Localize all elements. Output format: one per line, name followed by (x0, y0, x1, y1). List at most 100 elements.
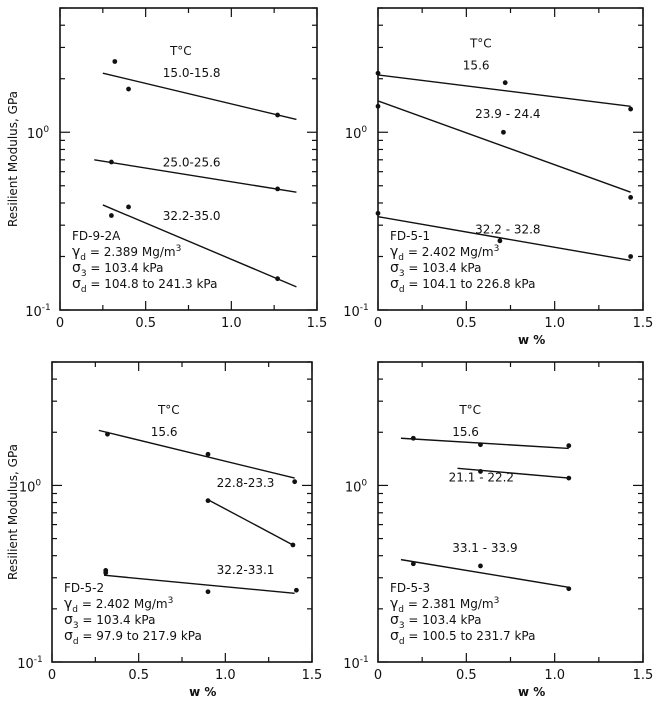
data-point (112, 59, 118, 64)
data-point (497, 238, 503, 244)
fit-line (400, 558, 569, 588)
x-tick-label: 1.0 (544, 316, 565, 331)
data-point (294, 587, 299, 593)
data-point (103, 570, 109, 576)
y-axis-label: Resilient Modulus, GPa (6, 91, 20, 227)
condition-line: σ3 = 103.4 kPa (390, 612, 481, 631)
fit-line (98, 429, 295, 479)
condition-line: σ3 = 103.4 kPa (390, 260, 481, 279)
legend-title: T°C (169, 44, 192, 58)
data-point (478, 442, 483, 448)
data-point (105, 431, 110, 437)
data-point (628, 194, 634, 200)
data-point (275, 186, 280, 192)
x-axis-label: w % (518, 333, 545, 347)
fit-line (457, 467, 569, 479)
x-tick-label: 0.5 (135, 316, 156, 331)
series-label: 33.1 - 33.9 (452, 541, 517, 555)
data-point (205, 498, 211, 504)
data-point (375, 210, 381, 216)
data-point (375, 70, 381, 76)
series-label: 21.1 - 22.2 (449, 471, 514, 485)
condition-line: σd = 97.9 to 217.9 kPa (64, 628, 202, 647)
data-point (290, 542, 296, 548)
x-tick-label: 1.0 (221, 316, 242, 331)
data-point (478, 563, 483, 569)
x-tick-label: 1.5 (633, 668, 653, 683)
legend-title: T°C (157, 403, 180, 417)
x-tick-label: 1.0 (544, 668, 565, 683)
fit-line (377, 100, 631, 193)
data-point (502, 80, 508, 86)
y-axis-label: Resilient Modulus, GPa (6, 444, 20, 580)
y-tick-label: 100 (345, 478, 368, 495)
specimen-label: FD-5-2 (64, 581, 104, 595)
series-label: 15.6 (463, 59, 490, 73)
data-point (275, 112, 280, 118)
data-point (205, 589, 211, 595)
series-label: 15.6 (151, 425, 178, 439)
specimen-label: FD-9-2A (72, 229, 121, 243)
panel-3: 0 0.5 1.0 1.5 100 10-1 w % Resilient Modulus, G… (6, 361, 323, 699)
fit-line (102, 204, 297, 288)
data-point (410, 435, 416, 441)
condition-line: σ3 = 103.4 kPa (72, 260, 163, 279)
x-tick-label: 0 (56, 316, 64, 331)
data-point (628, 254, 634, 259)
specimen-label: FD-5-1 (390, 229, 430, 243)
panel-4: 0 0.5 1.0 1.5 100 10-1 w % T°C 15.6 21.1 - 22.2 33… (343, 361, 653, 699)
data-point (126, 86, 131, 92)
condition-line: γd = 2.402 Mg/m3 (64, 596, 173, 615)
series-label: 32.2 - 32.8 (475, 222, 540, 236)
fit-line (377, 215, 631, 262)
series-label: 22.8-23.3 (217, 476, 275, 490)
x-tick-label: 0 (374, 668, 382, 683)
y-tick-label: 100 (19, 478, 42, 495)
condition-line: σ3 = 103.4 kPa (64, 612, 155, 631)
y-tick-label: 100 (27, 125, 50, 142)
data-point (478, 469, 483, 474)
x-tick-label: 1.0 (215, 668, 236, 683)
fit-line (377, 74, 631, 107)
panel-1: 0 0.5 1.0 1.5 100 10-1 Resilient Modulus, GPa T… (6, 7, 328, 331)
specimen-label: FD-5-3 (390, 581, 430, 595)
series-label: 25.0-25.6 (163, 156, 221, 170)
series-label: 32.2-35.0 (163, 209, 221, 223)
x-tick-label: 1.5 (302, 668, 323, 683)
fit-line (400, 437, 569, 450)
panel-2: 0 0.5 1.0 1.5 100 10-1 w % T°C 15.6 23.9 - 24.4 32… (343, 7, 653, 347)
condition-line: σd = 104.1 to 226.8 kPa (390, 276, 535, 295)
legend-title: T°C (469, 37, 492, 51)
y-tick-label: 10-1 (25, 303, 51, 320)
x-axis-label: w % (518, 685, 545, 699)
x-tick-label: 0.5 (128, 668, 149, 683)
data-point (566, 586, 572, 592)
x-tick-label: 0 (48, 668, 56, 683)
data-point (292, 479, 298, 485)
series-label: 32.2-33.1 (217, 563, 275, 577)
series-label: 23.9 - 24.4 (475, 107, 540, 121)
data-point (566, 475, 572, 481)
condition-line: γd = 2.389 Mg/m3 (72, 244, 181, 263)
x-axis-label: w % (189, 685, 216, 699)
data-point (109, 159, 114, 165)
x-tick-label: 1.5 (633, 316, 653, 331)
y-tick-label: 10-1 (343, 303, 369, 320)
x-tick-label: 0 (374, 316, 382, 331)
condition-line: σd = 104.8 to 241.3 kPa (72, 276, 217, 295)
x-tick-label: 1.5 (307, 316, 328, 331)
fit-line (102, 72, 297, 121)
fit-line (207, 499, 294, 546)
data-point (205, 451, 211, 457)
x-tick-label: 0.5 (456, 316, 477, 331)
condition-line: γd = 2.381 Mg/m3 (390, 596, 499, 615)
x-tick-label: 0.5 (456, 668, 477, 683)
data-point (410, 561, 416, 567)
data-point (126, 204, 131, 210)
data-point (628, 106, 634, 112)
fit-line (94, 159, 297, 193)
data-point (566, 443, 572, 449)
data-point (375, 103, 381, 109)
